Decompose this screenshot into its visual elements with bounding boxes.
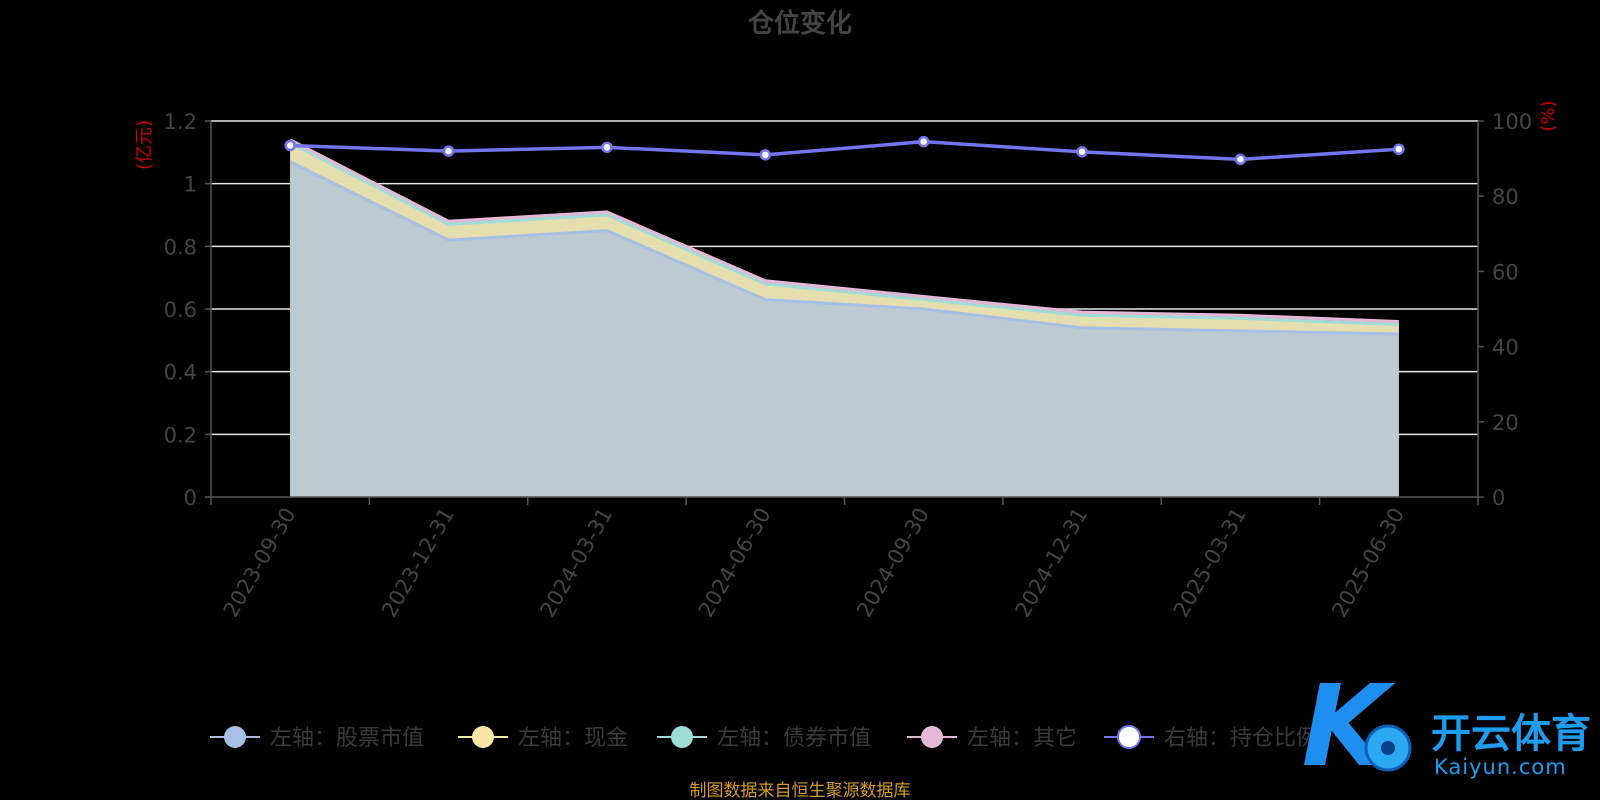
x-tick-label: 2024-09-30: [852, 504, 934, 622]
legend-marker: [921, 726, 943, 748]
area-edge-3: [289, 138, 1399, 324]
data-source-footer: 制图数据来自恒生聚源数据库: [690, 781, 911, 800]
legend-item[interactable]: 右轴：持仓比例: [1104, 725, 1318, 751]
right-tick-label: 40: [1492, 336, 1519, 360]
left-tick-label: 0.2: [164, 423, 197, 447]
right-axis-unit: (%): [1538, 100, 1559, 131]
legend-marker: [472, 726, 494, 748]
left-tick-label: 1.2: [164, 110, 197, 134]
legend-marker: [671, 726, 693, 748]
chart-title: 仓位变化: [747, 8, 852, 39]
ratio-point: [917, 135, 930, 148]
right-tick-label: 0: [1492, 486, 1505, 510]
right-tick-label: 100: [1492, 110, 1532, 134]
position-ratio-line: [284, 135, 1405, 166]
ratio-point: [1076, 146, 1088, 158]
ratio-point: [601, 141, 613, 154]
area-edge-0: [289, 160, 1399, 336]
legend-item[interactable]: 左轴：债券市值: [657, 726, 871, 751]
legend-label: 右轴：持仓比例: [1164, 726, 1318, 751]
right-tick-label: 20: [1492, 411, 1519, 435]
legend-item[interactable]: 左轴：现金: [458, 726, 628, 751]
ratio-point: [442, 145, 455, 157]
x-tick-label: 2024-03-31: [535, 504, 617, 622]
legend-item[interactable]: 左轴：股票市值: [210, 726, 424, 751]
ratio-line: [290, 139, 1399, 162]
watermark-cn: 开云体育: [1431, 711, 1591, 757]
left-tick-label: 0.6: [164, 298, 197, 322]
legend-label: 左轴：现金: [518, 726, 628, 751]
legend-marker: [1117, 725, 1141, 749]
left-tick-label: 0: [184, 486, 197, 510]
x-tick-label: 2023-12-31: [377, 504, 459, 622]
ratio-point: [1234, 153, 1247, 166]
area-edge-2: [289, 141, 1399, 327]
x-tick-label: 2023-09-30: [219, 504, 301, 622]
ratio-point: [284, 139, 296, 152]
watermark-logo: K: [1302, 662, 1412, 792]
watermark-en: Kaiyun.com: [1434, 755, 1567, 779]
legend-item[interactable]: 左轴：其它: [907, 726, 1077, 751]
left-tick-label: 1: [184, 173, 197, 197]
x-tick-label: 2024-06-30: [694, 504, 776, 622]
legend-label: 左轴：股票市值: [270, 726, 424, 751]
ratio-point: [759, 149, 772, 161]
stacked-areas: [289, 138, 1399, 498]
area-0: [290, 161, 1399, 497]
right-tick-label: 80: [1492, 185, 1519, 209]
left-tick-label: 0.8: [164, 235, 197, 259]
x-tick-label: 2025-06-30: [1327, 504, 1409, 622]
legend-label: 左轴：其它: [967, 726, 1077, 751]
legend[interactable]: 左轴：股票市值 左轴：现金 左轴：债券市值 左轴：其它 右轴：持仓比例: [210, 725, 1318, 751]
left-tick-label: 0.4: [164, 361, 197, 385]
right-tick-label: 60: [1492, 260, 1519, 284]
legend-marker: [224, 726, 246, 748]
x-tick-label: 2024-12-31: [1011, 504, 1093, 622]
left-axis-unit: (亿元): [134, 120, 155, 170]
ratio-point: [1393, 143, 1405, 155]
legend-label: 左轴：债券市值: [717, 726, 871, 751]
x-tick-label: 2025-03-31: [1169, 504, 1251, 622]
watermark: K 开云体育 Kaiyun.com: [1302, 662, 1591, 792]
